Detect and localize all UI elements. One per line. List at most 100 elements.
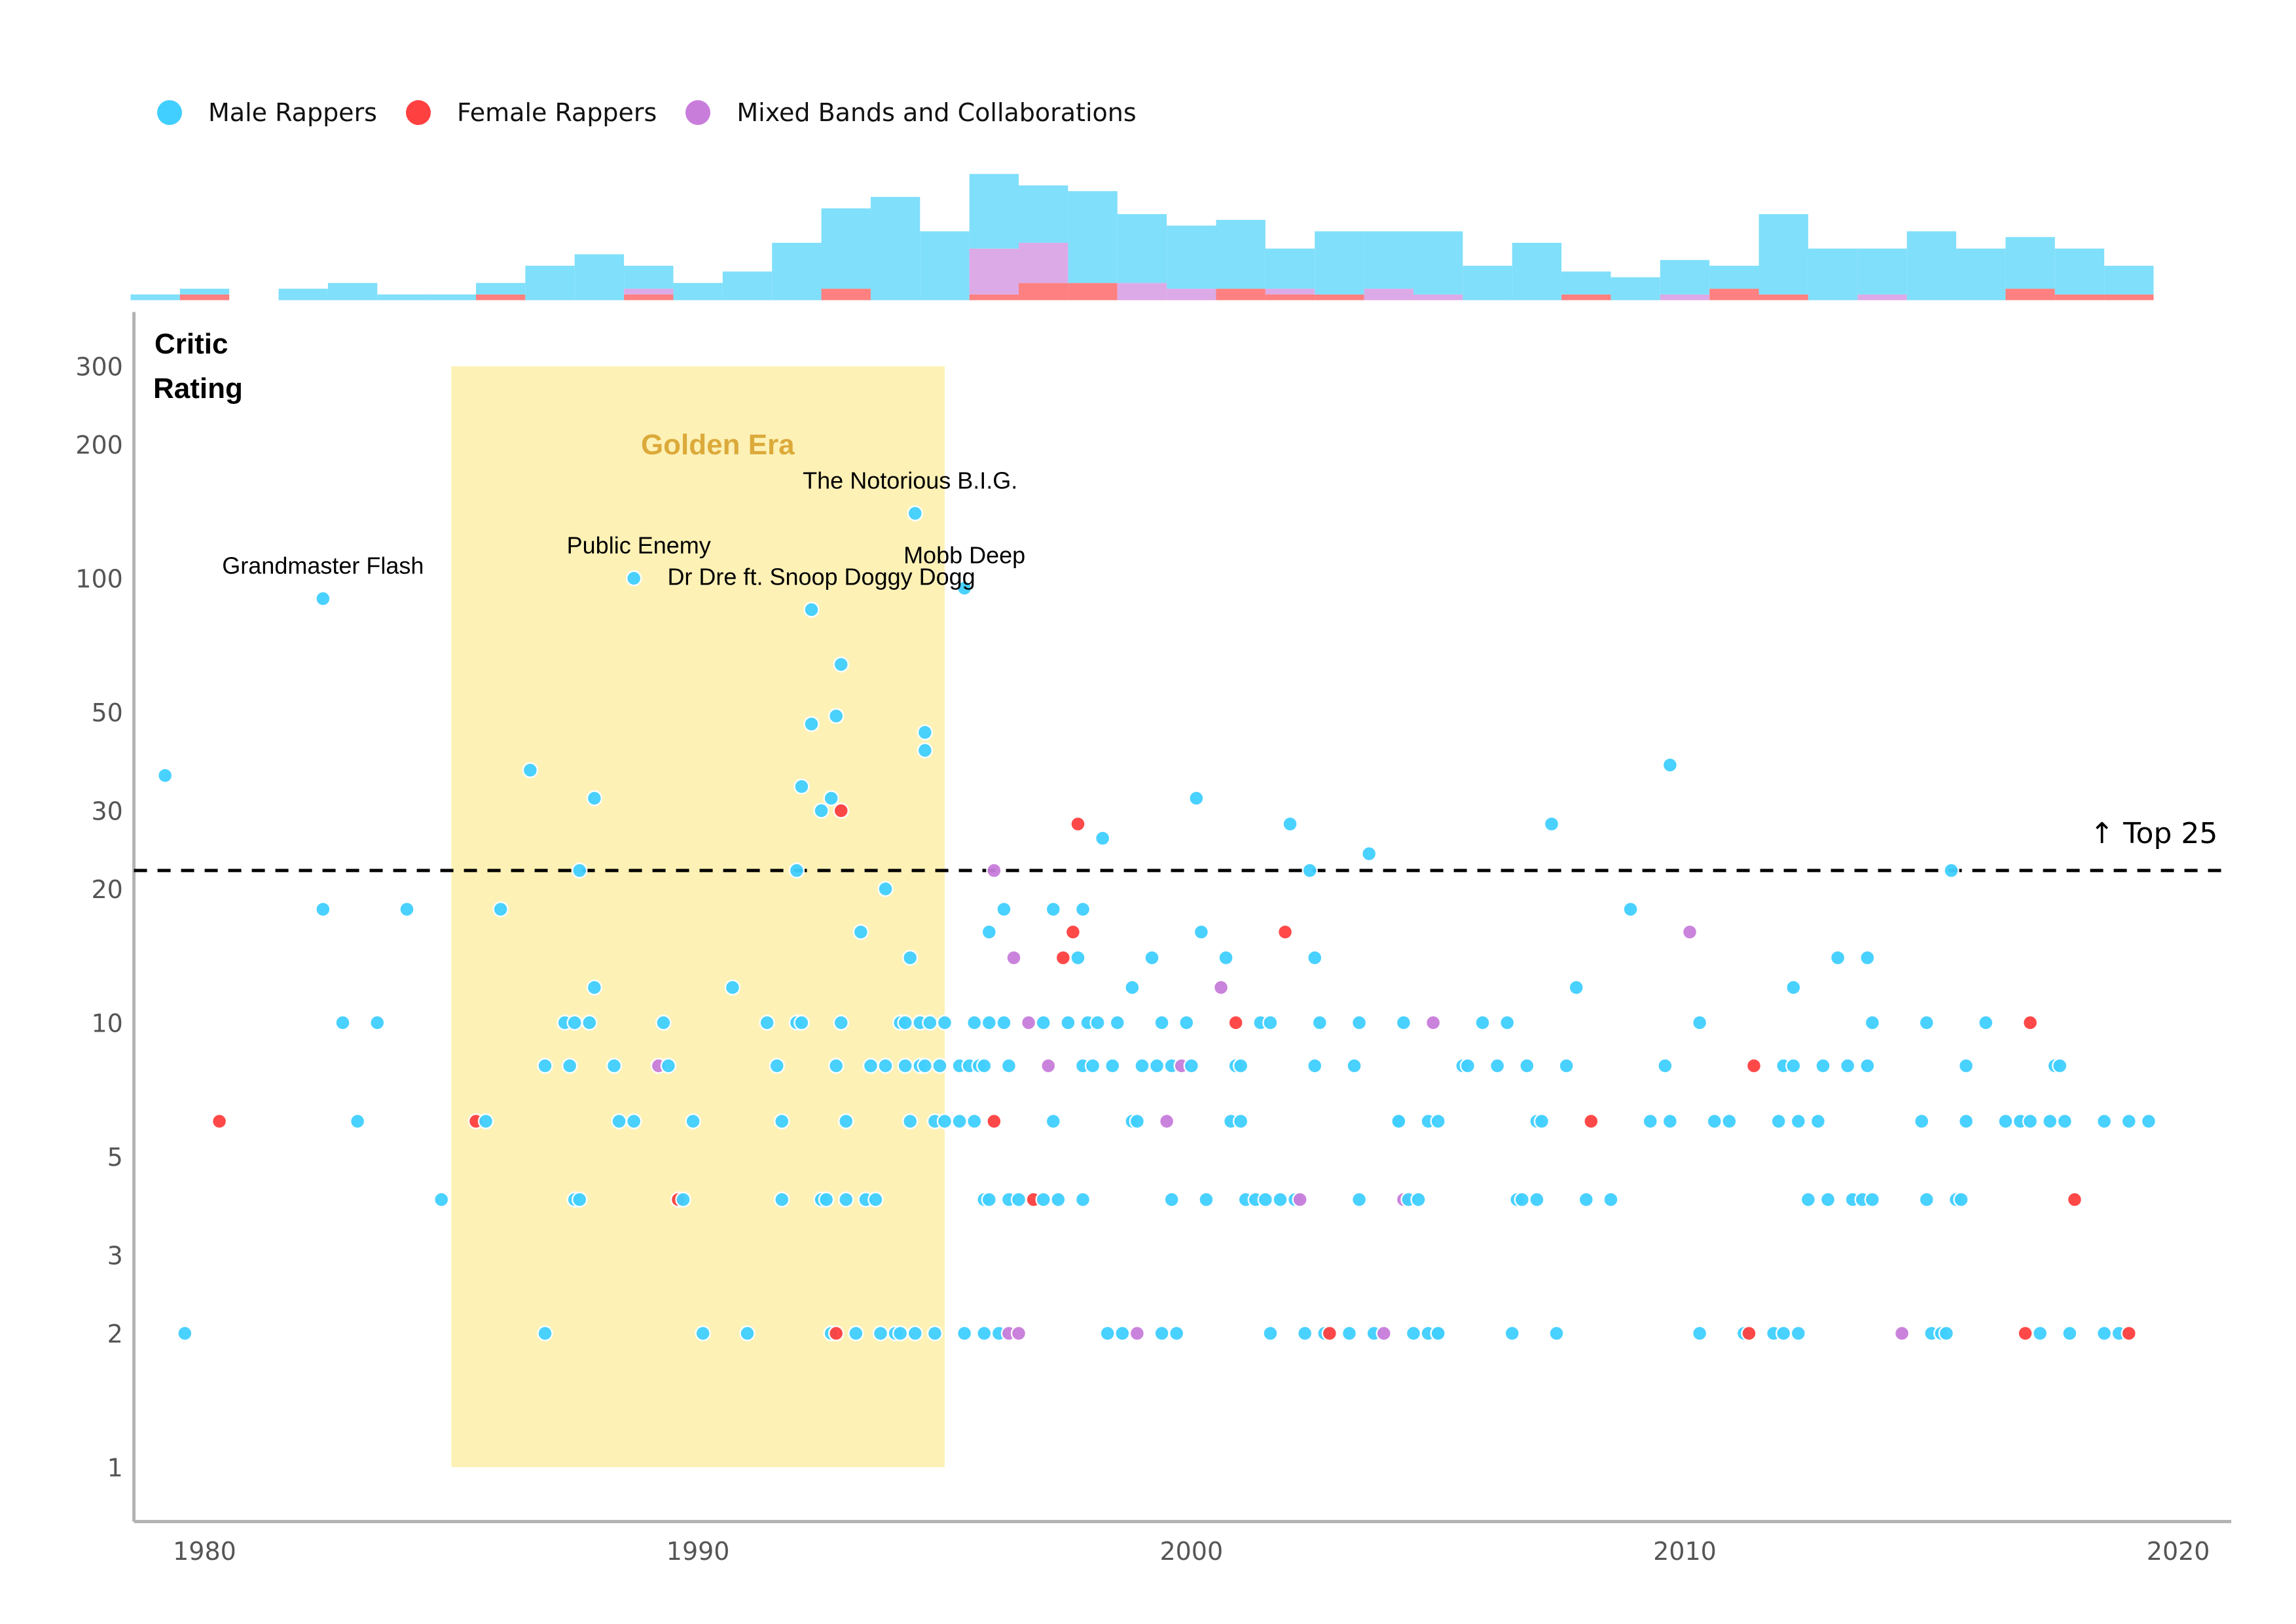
data-point-male bbox=[1578, 1191, 1595, 1208]
data-point-male bbox=[1198, 1191, 1214, 1208]
legend-marker-male bbox=[157, 100, 182, 125]
data-point-female bbox=[1065, 924, 1082, 941]
histogram-bar-male bbox=[327, 283, 378, 300]
annotation-label: Grandmaster Flash bbox=[222, 552, 424, 579]
data-point-male bbox=[1785, 979, 1802, 996]
legend: Male Rappers Female Rappers Mixed Bands … bbox=[157, 98, 1165, 127]
data-point-male bbox=[2032, 1325, 2049, 1342]
histogram-bar-male bbox=[1857, 248, 1907, 295]
data-point-male bbox=[586, 790, 603, 806]
data-point-male bbox=[1302, 862, 1318, 879]
data-point-male bbox=[1568, 979, 1584, 996]
histogram-bar-female bbox=[2104, 294, 2154, 300]
histogram-bar-mixed bbox=[1364, 289, 1413, 300]
y-tick-label: 3 bbox=[107, 1241, 123, 1270]
annotations: Grandmaster Flash Public Enemy The Notorio… bbox=[222, 467, 1025, 590]
data-point-male bbox=[902, 1113, 919, 1130]
data-point-male bbox=[1148, 1057, 1165, 1074]
data-point-male bbox=[1109, 1015, 1126, 1031]
data-point-male bbox=[572, 1191, 588, 1208]
histogram-bar-male bbox=[722, 271, 773, 300]
data-point-male bbox=[1060, 1015, 1076, 1031]
data-point-male bbox=[902, 949, 919, 966]
data-point-mixed bbox=[1425, 1015, 1442, 1031]
data-point-male bbox=[1548, 1325, 1565, 1342]
histogram-bar-mixed bbox=[1857, 294, 1907, 300]
data-point-male bbox=[862, 1057, 879, 1074]
data-point-male bbox=[2096, 1113, 2113, 1130]
data-point-male bbox=[625, 1113, 642, 1130]
histogram-bar-male bbox=[1906, 231, 1957, 300]
data-point-male bbox=[996, 901, 1012, 918]
data-point-female bbox=[211, 1113, 228, 1130]
data-point-male bbox=[848, 1325, 864, 1342]
top25-label: ↑ Top 25 bbox=[2090, 817, 2217, 850]
data-point-male bbox=[1104, 1057, 1121, 1074]
data-point-male bbox=[1859, 1057, 1876, 1074]
y-tick-label: 1 bbox=[107, 1453, 123, 1482]
data-point-female bbox=[833, 803, 849, 819]
data-point-male bbox=[852, 924, 869, 941]
data-point-male bbox=[907, 505, 924, 522]
data-point-male bbox=[1296, 1325, 1313, 1342]
histogram-bar-male bbox=[1265, 248, 1315, 289]
data-point-male bbox=[1188, 790, 1205, 806]
data-point-male bbox=[1775, 1325, 1792, 1342]
data-point-male bbox=[1913, 1113, 1930, 1130]
data-point-male bbox=[867, 1191, 884, 1208]
data-point-male bbox=[1168, 1325, 1185, 1342]
data-point-male bbox=[1306, 949, 1323, 966]
histogram-bar-female bbox=[476, 294, 526, 300]
data-point-male bbox=[1504, 1325, 1520, 1342]
data-point-male bbox=[724, 979, 741, 996]
data-point-male bbox=[907, 1325, 924, 1342]
annotation-label: Mobb Deep bbox=[903, 542, 1025, 569]
data-point-male bbox=[433, 1191, 450, 1208]
data-point-male bbox=[1232, 1113, 1249, 1130]
data-point-male bbox=[917, 742, 934, 759]
data-point-male bbox=[1958, 1057, 1975, 1074]
histogram-bar-male bbox=[476, 283, 526, 295]
histogram-bar-male bbox=[1561, 271, 1611, 295]
y-tick-label: 10 bbox=[91, 1009, 122, 1038]
data-point-male bbox=[1183, 1057, 1200, 1074]
data-point-male bbox=[399, 901, 415, 918]
data-point-male bbox=[828, 1057, 845, 1074]
data-point-male bbox=[877, 880, 894, 897]
data-point-male bbox=[951, 1113, 968, 1130]
data-point-male bbox=[1282, 816, 1298, 833]
data-point-male bbox=[976, 1325, 993, 1342]
data-point-male bbox=[1958, 1113, 1975, 1130]
data-point-male bbox=[1529, 1191, 1545, 1208]
data-point-male bbox=[1391, 1113, 1407, 1130]
data-point-male bbox=[1035, 1015, 1051, 1031]
data-point-male bbox=[966, 1113, 983, 1130]
legend-marker-female bbox=[405, 100, 431, 125]
data-point-male bbox=[803, 602, 820, 618]
data-point-male bbox=[1050, 1191, 1066, 1208]
data-point-male bbox=[769, 1057, 785, 1074]
histogram-bar-male bbox=[1512, 242, 1562, 300]
data-point-male bbox=[1864, 1015, 1881, 1031]
data-point-male bbox=[1099, 1325, 1116, 1342]
histogram-bar-male bbox=[870, 196, 920, 300]
histogram-bar-male bbox=[1117, 214, 1167, 283]
data-point-male bbox=[872, 1325, 889, 1342]
data-point-mixed bbox=[1893, 1325, 1910, 1342]
data-point-male bbox=[838, 1113, 854, 1130]
data-point-male bbox=[1977, 1015, 1994, 1031]
data-point-male bbox=[917, 1057, 934, 1074]
histogram-bar-mixed bbox=[1019, 242, 1068, 283]
data-point-female bbox=[986, 1113, 1002, 1130]
data-point-female bbox=[1745, 1057, 1762, 1074]
histogram-bar-male bbox=[525, 266, 575, 300]
data-point-male bbox=[1124, 979, 1140, 996]
data-point-mixed bbox=[1376, 1325, 1392, 1342]
data-point-male bbox=[1918, 1015, 1935, 1031]
data-point-male bbox=[2041, 1113, 2058, 1130]
data-point-male bbox=[2062, 1325, 2078, 1342]
points bbox=[156, 505, 2157, 1342]
data-point-male bbox=[981, 924, 998, 941]
data-point-male bbox=[1474, 1015, 1491, 1031]
data-point-male bbox=[537, 1057, 553, 1074]
